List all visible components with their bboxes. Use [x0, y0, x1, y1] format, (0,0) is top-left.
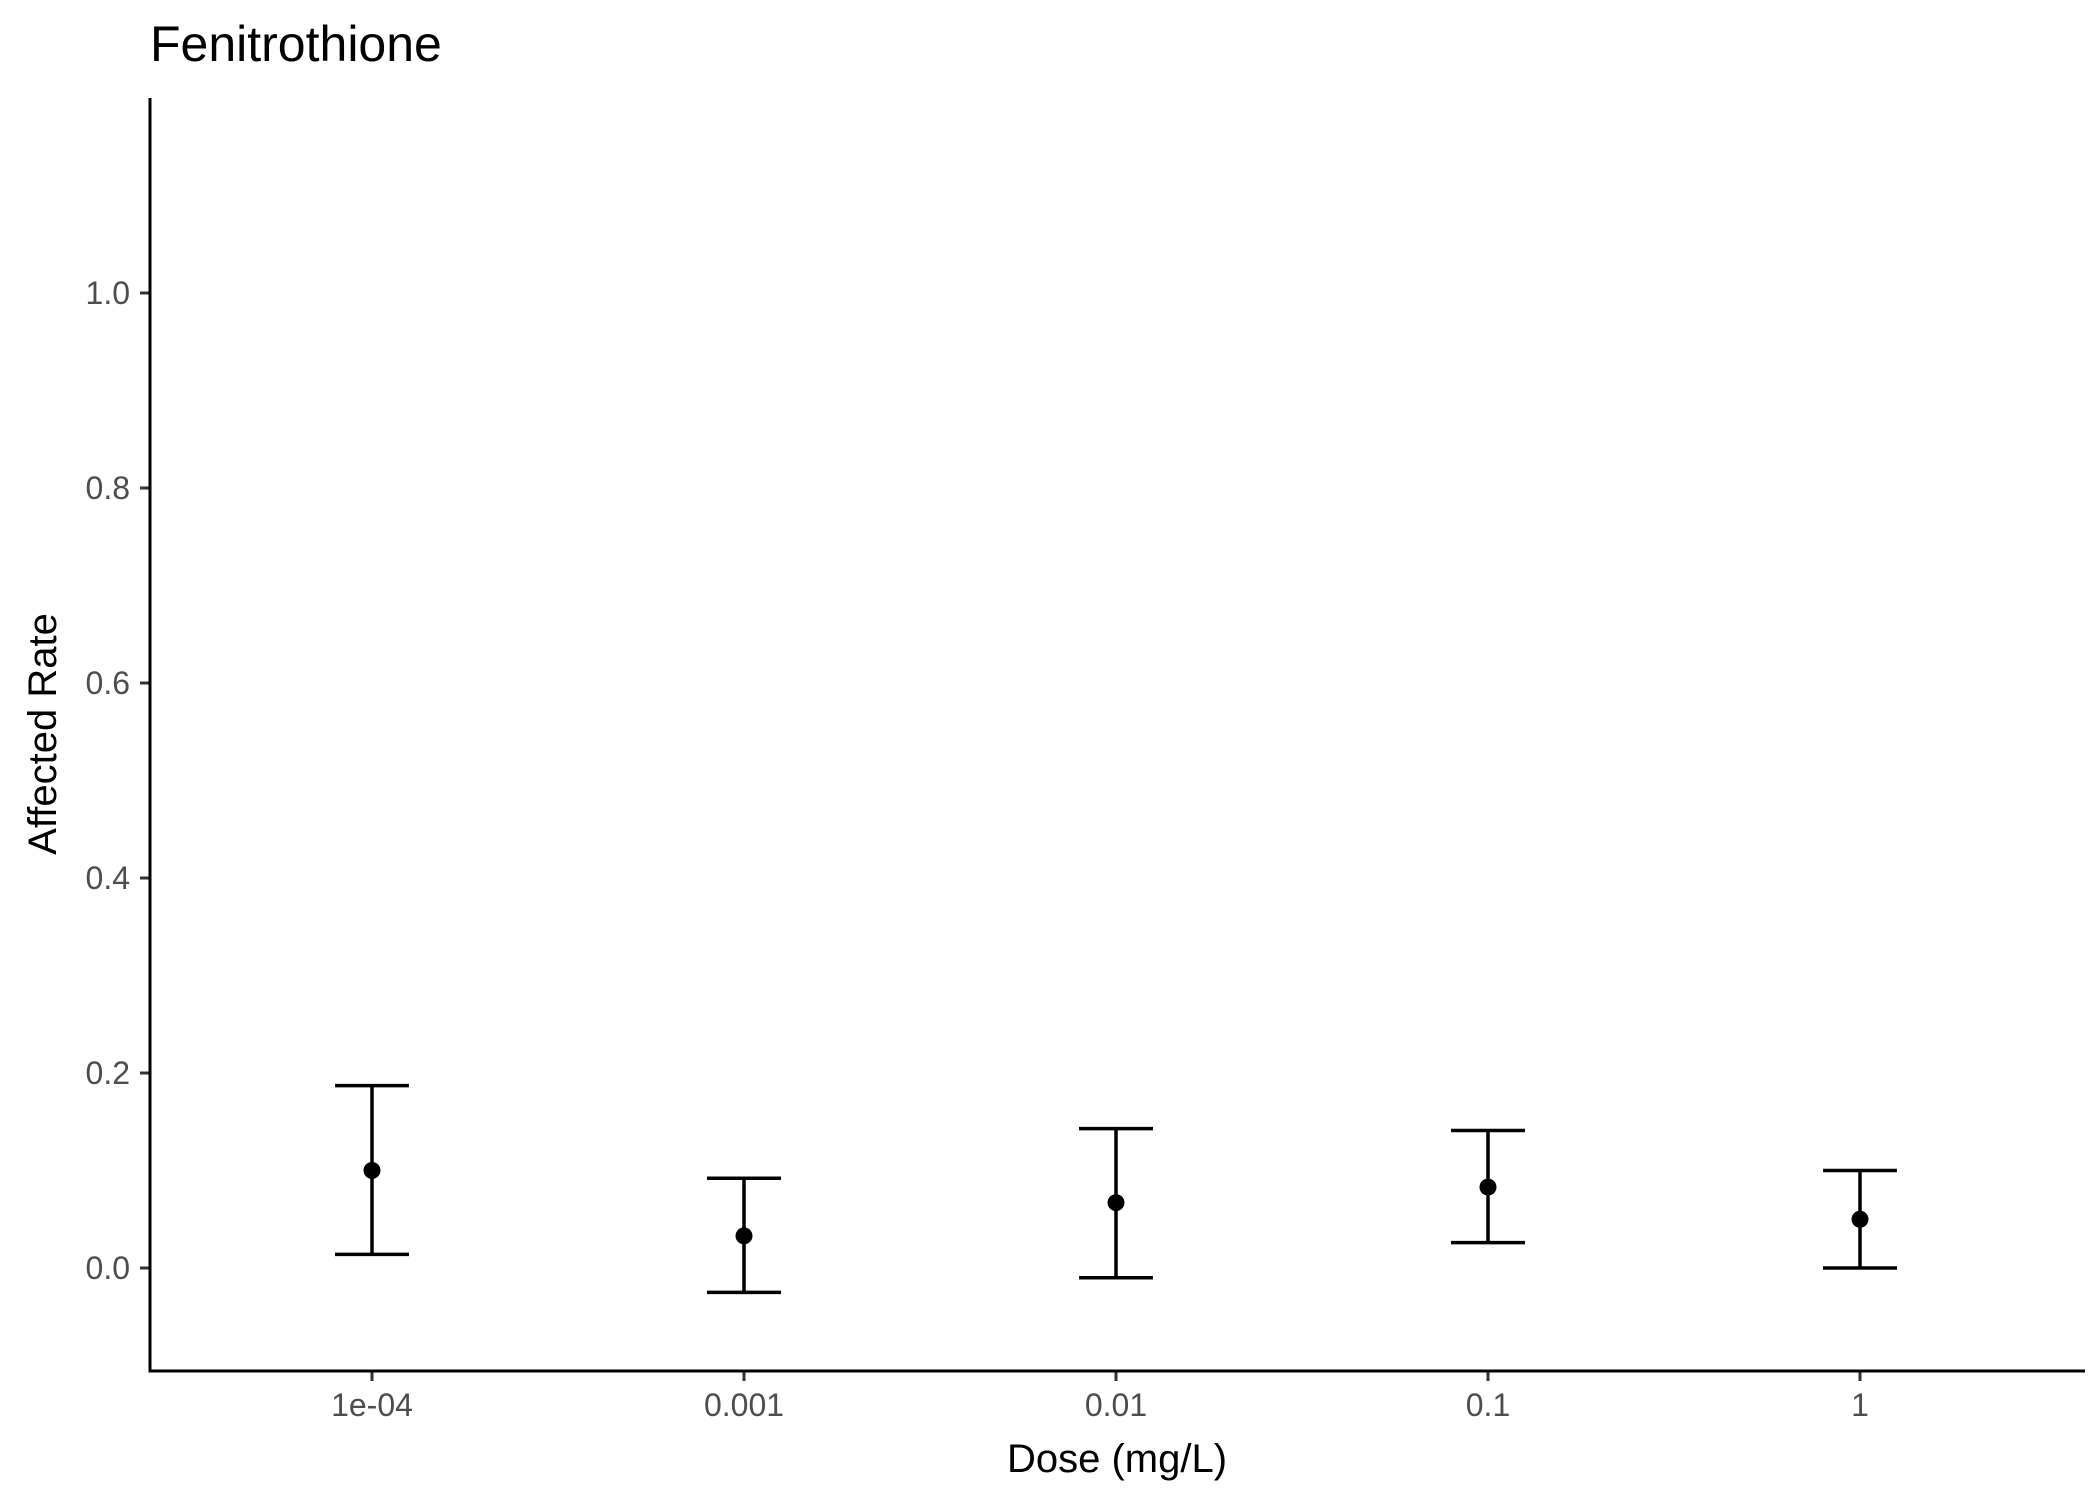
x-axis-title: Dose (mg/L) [1007, 1437, 1227, 1481]
x-tick-label: 1e-04 [331, 1387, 413, 1423]
y-tick-label: 0.2 [86, 1055, 130, 1091]
data-point [1107, 1194, 1125, 1212]
data-point [363, 1162, 381, 1179]
x-axis: 1e-04 0.001 0.01 0.1 1 [331, 1371, 1869, 1423]
y-tick-label: 0.8 [86, 470, 130, 506]
data-marks [335, 1083, 1897, 1295]
y-tick-label: 0.0 [86, 1250, 130, 1286]
y-tick-label: 0.4 [86, 860, 130, 896]
x-tick-label: 0.001 [704, 1387, 784, 1423]
y-axis-title: Affected Rate [21, 613, 65, 855]
data-point [1479, 1178, 1497, 1196]
y-tick-label: 0.6 [86, 665, 130, 701]
x-tick-label: 1 [1851, 1387, 1869, 1423]
data-point [1851, 1210, 1869, 1228]
x-tick-label: 0.01 [1085, 1387, 1147, 1423]
chart-title: Fenitrothione [150, 16, 442, 72]
data-point [735, 1227, 753, 1245]
x-tick-label: 0.1 [1466, 1387, 1510, 1423]
y-axis: 0.0 0.2 0.4 0.6 0.8 1.0 [86, 275, 150, 1286]
y-tick-label: 1.0 [86, 275, 130, 311]
